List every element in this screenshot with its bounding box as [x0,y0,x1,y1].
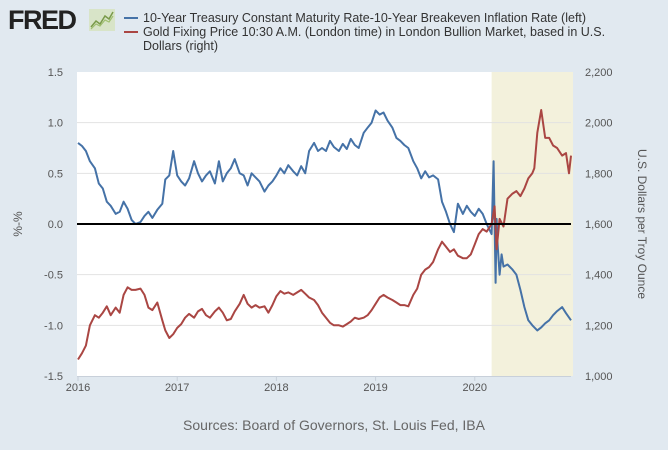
legend-label: Dollars (right) [143,39,219,53]
logo-icon-line-1 [90,11,114,28]
legend-swatch-blue [124,16,138,19]
sources-note: Sources: Board of Governors, St. Louis F… [183,417,485,433]
y-left-tick-label: 1.5 [48,67,63,79]
legend-label: Gold Fixing Price 10:30 A.M. (London tim… [143,25,606,39]
y-axis-left-title: %-% [11,211,25,237]
y-right-tick-label: 1,600 [585,219,613,231]
line-chart-icon [89,9,115,31]
y-left-tick-label: -1.5 [44,371,63,383]
x-tick-label: 2020 [463,382,487,394]
x-tick-label: 2018 [264,382,288,394]
y-right-tick-label: 1,000 [585,371,613,383]
x-tick-label: 2019 [363,382,387,394]
fred-logo: FRED [8,5,77,35]
y-right-tick-label: 1,800 [585,168,613,180]
series-group [77,109,572,361]
x-tick-label: 2017 [165,382,189,394]
y-right-tick-label: 1,400 [585,270,613,282]
y-axis-left: 1.5 1.0 0.5 0.0 -0.5 -1.0 -1.5 [44,67,63,383]
legend-label: 10-Year Treasury Constant Maturity Rate-… [143,11,587,25]
legend-item-gold-price-cont: Dollars (right) [143,39,218,53]
x-tick-label: 2016 [66,382,90,394]
y-left-tick-label: -0.5 [44,270,63,282]
y-left-tick-label: -1.0 [44,320,63,332]
legend-swatch-red [124,30,138,33]
series-line-treasury-spread [77,109,572,332]
y-axis-right: 2,200 2,000 1,800 1,600 1,400 1,200 1,000 [585,67,613,383]
y-left-tick-label: 0.0 [48,219,63,231]
logo-icon-line-2 [90,15,114,30]
y-axis-right-title: U.S. Dollars per Troy Ounce [635,149,649,299]
x-axis-ticks: 2016 2017 2018 2019 2020 [66,376,571,394]
series-line-gold-price [77,109,572,361]
y-right-tick-label: 2,200 [585,67,613,79]
y-right-tick-label: 2,000 [585,118,613,130]
y-left-tick-label: 1.0 [48,118,63,130]
legend-item-treasury-spread[interactable]: 10-Year Treasury Constant Maturity Rate-… [124,11,586,25]
y-right-tick-label: 1,200 [585,320,613,332]
legend-item-gold-price[interactable]: Gold Fixing Price 10:30 A.M. (London tim… [124,25,605,39]
y-left-tick-label: 0.5 [48,168,63,180]
